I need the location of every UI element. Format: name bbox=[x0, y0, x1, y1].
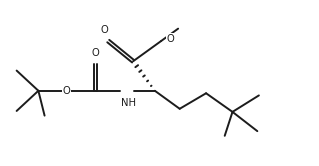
Text: NH: NH bbox=[121, 98, 136, 108]
Text: O: O bbox=[101, 25, 108, 35]
Text: O: O bbox=[167, 34, 174, 44]
Text: O: O bbox=[92, 47, 100, 58]
Text: O: O bbox=[63, 86, 70, 96]
